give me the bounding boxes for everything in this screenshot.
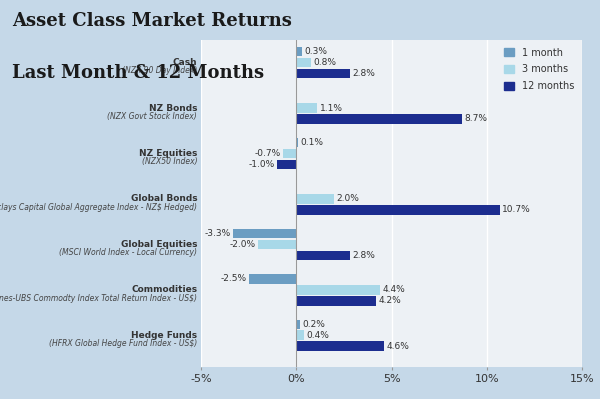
Bar <box>296 342 384 351</box>
Text: 0.2%: 0.2% <box>302 320 325 329</box>
Text: NZ Equities: NZ Equities <box>139 149 197 158</box>
Text: -3.3%: -3.3% <box>205 229 231 238</box>
Text: 4.6%: 4.6% <box>386 342 409 351</box>
Text: -1.0%: -1.0% <box>248 160 275 169</box>
Legend: 1 month, 3 months, 12 months: 1 month, 3 months, 12 months <box>502 45 577 94</box>
Text: 0.1%: 0.1% <box>301 138 323 147</box>
Bar <box>296 103 317 113</box>
Text: 2.8%: 2.8% <box>352 69 375 78</box>
Text: Commodities: Commodities <box>131 285 197 294</box>
Bar <box>296 285 380 294</box>
Bar <box>283 149 296 158</box>
Bar <box>277 160 296 169</box>
Text: 2.0%: 2.0% <box>337 194 359 203</box>
Text: (NZX50 Index): (NZX50 Index) <box>142 157 197 166</box>
Text: 8.7%: 8.7% <box>464 115 487 123</box>
Text: 10.7%: 10.7% <box>502 205 531 214</box>
Text: -2.0%: -2.0% <box>230 240 256 249</box>
Bar <box>296 69 350 78</box>
Text: 0.3%: 0.3% <box>304 47 327 56</box>
Text: 0.4%: 0.4% <box>306 331 329 340</box>
Bar <box>258 240 296 249</box>
Bar <box>296 114 462 124</box>
Text: Last Month & 12 Months: Last Month & 12 Months <box>12 64 264 82</box>
Bar <box>296 296 376 306</box>
Text: NZ Bonds: NZ Bonds <box>149 104 197 113</box>
Bar <box>296 251 350 260</box>
Text: (MSCI World Index - Local Currency): (MSCI World Index - Local Currency) <box>59 248 197 257</box>
Text: 4.4%: 4.4% <box>382 285 405 294</box>
Bar <box>296 47 302 57</box>
Text: Asset Class Market Returns: Asset Class Market Returns <box>12 12 292 30</box>
Text: 2.8%: 2.8% <box>352 251 375 260</box>
Text: -2.5%: -2.5% <box>220 275 247 283</box>
Text: Global Bonds: Global Bonds <box>131 194 197 203</box>
Bar <box>296 138 298 147</box>
Text: (Barclays Capital Global Aggregate Index - NZ$ Hedged): (Barclays Capital Global Aggregate Index… <box>0 203 197 211</box>
Bar <box>296 194 334 204</box>
Text: Hedge Funds: Hedge Funds <box>131 331 197 340</box>
Text: -0.7%: -0.7% <box>254 149 281 158</box>
Bar <box>248 274 296 284</box>
Bar <box>296 320 300 329</box>
Text: (Dow Jones-UBS Commodty Index Total Return Index - US$): (Dow Jones-UBS Commodty Index Total Retu… <box>0 294 197 302</box>
Bar <box>296 330 304 340</box>
Text: 4.2%: 4.2% <box>379 296 401 305</box>
Text: Cash: Cash <box>173 58 197 67</box>
Text: (NZX Govt Stock Index): (NZX Govt Stock Index) <box>107 112 197 121</box>
Text: (HFRX Global Hedge Fund Index - US$): (HFRX Global Hedge Fund Index - US$) <box>49 339 197 348</box>
Bar <box>296 205 500 215</box>
Bar <box>296 58 311 67</box>
Bar <box>233 229 296 238</box>
Text: 0.8%: 0.8% <box>314 58 337 67</box>
Text: (NZX 90 Day Index): (NZX 90 Day Index) <box>122 66 197 75</box>
Text: 1.1%: 1.1% <box>319 104 343 113</box>
Text: Global Equities: Global Equities <box>121 240 197 249</box>
